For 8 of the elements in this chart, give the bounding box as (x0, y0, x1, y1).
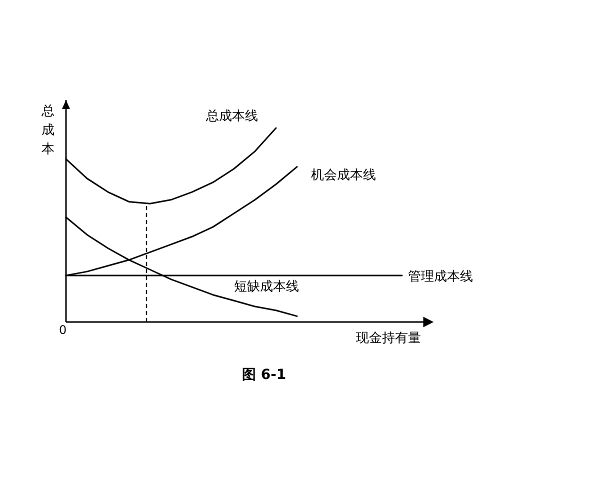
series-label: 短缺成本线 (234, 280, 299, 295)
text: 0 (59, 323, 67, 337)
y-axis-title: 总成本 (40, 104, 54, 157)
series-label: 管理成本线 (408, 269, 473, 284)
series-label: 总成本线 (205, 109, 258, 124)
series-label: 机会成本线 (311, 168, 376, 183)
text: 图 6-1 (242, 367, 286, 383)
x-axis-title: 现金持有量 (356, 331, 421, 346)
